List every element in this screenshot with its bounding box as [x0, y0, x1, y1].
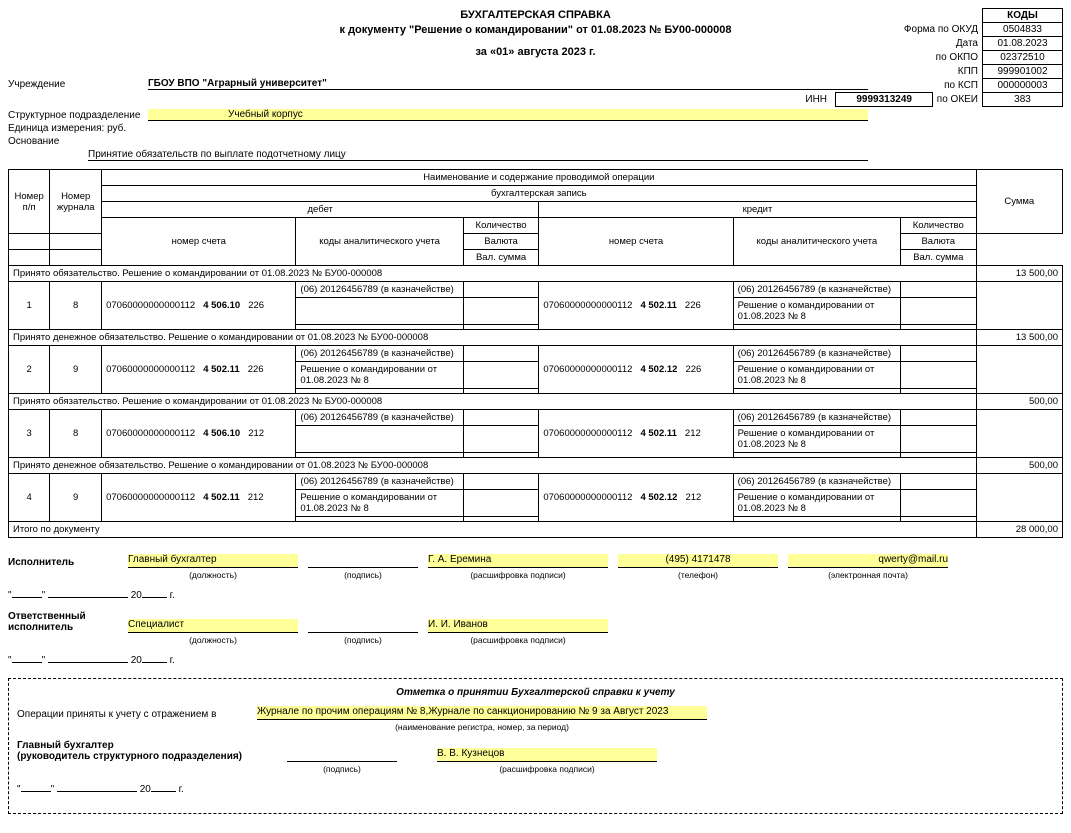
cap-name-1: (расшифровка подписи): [428, 570, 608, 580]
th-kredit: кредит: [539, 202, 976, 218]
cap-post-1: (должность): [128, 570, 298, 580]
otv-post: Специалист: [128, 619, 298, 633]
cap-sign-1: (подпись): [308, 570, 418, 580]
th-k-ns: номер счета: [539, 218, 733, 266]
okpo-label: по ОКПО: [898, 51, 983, 65]
th-summa: Сумма: [976, 170, 1062, 234]
osnov-val: Принятие обязательств по выплате подотче…: [88, 149, 868, 161]
kpp-label: КПП: [898, 65, 983, 79]
codes-box: КОДЫ Форма по ОКУД0504833 Дата01.08.2023…: [898, 8, 1063, 107]
ksp-label: по КСП: [898, 79, 983, 93]
osnov-label: Основание: [8, 136, 148, 147]
main-table: Номер п/п Номер журнала Наименование и с…: [8, 169, 1063, 538]
gb-label: Главный бухгалтер: [17, 740, 277, 751]
th-k-vs: Вал. сумма: [901, 250, 977, 266]
q6: ": [51, 784, 55, 795]
okud-val: 0504833: [983, 23, 1063, 37]
gb-name: В. В. Кузнецов: [437, 748, 657, 762]
cap-sign-2: (подпись): [308, 635, 418, 645]
cap-email: (электронная почта): [788, 570, 948, 580]
y20-1: 20: [131, 590, 142, 601]
gb-sub: (руководитель структурного подразделения…: [17, 751, 277, 762]
okpo-val: 02372510: [983, 51, 1063, 65]
q4: ": [42, 655, 46, 666]
th-k-val: Валюта: [901, 234, 977, 250]
th-d-kol: Количество: [463, 218, 539, 234]
gb-sign: [287, 748, 397, 762]
accept-l1-val: Журнале по прочим операциям № 8,Журнале …: [257, 706, 707, 720]
isp-name: Г. А. Еремина: [428, 554, 608, 568]
okei-label: по ОКЕИ: [898, 93, 983, 107]
th-d-vs: Вал. сумма: [463, 250, 539, 266]
date-val: 01.08.2023: [983, 37, 1063, 51]
struct-val: Учебный корпус: [148, 109, 868, 121]
inn-label: ИНН: [805, 94, 827, 105]
isp-phone: (495) 4171478: [618, 554, 778, 568]
y20-2: 20: [131, 655, 142, 666]
y20-3: 20: [140, 784, 151, 795]
unit-label: Единица измерения: руб.: [8, 123, 1063, 134]
ksp-val: 000000003: [983, 79, 1063, 93]
cap-phone: (телефон): [618, 570, 778, 580]
yg-3: г.: [179, 784, 184, 795]
q2: ": [42, 590, 46, 601]
cap-post-2: (должность): [128, 635, 298, 645]
th-zapis: бухгалтерская запись: [102, 186, 976, 202]
th-debet: дебет: [102, 202, 539, 218]
otv-name: И. И. Иванов: [428, 619, 608, 633]
th-d-kau: коды аналитического учета: [296, 218, 463, 266]
isp-email: qwerty@mail.ru: [788, 554, 948, 568]
th-np: Номер п/п: [9, 170, 50, 234]
uchr-label: Учреждение: [8, 79, 148, 90]
otv-sign: [308, 619, 418, 633]
th-d-ns: номер счета: [102, 218, 296, 266]
th-k-kau: коды аналитического учета: [733, 218, 900, 266]
okei-val: 383: [983, 93, 1063, 107]
otv-label: Ответственный исполнитель: [8, 611, 118, 633]
yg-2: г.: [170, 655, 175, 666]
date-label: Дата: [898, 37, 983, 51]
accept-l1-label: Операции приняты к учету с отражением в: [17, 709, 247, 720]
yg-1: г.: [170, 590, 175, 601]
th-k-kol: Количество: [901, 218, 977, 234]
isp-label: Исполнитель: [8, 557, 118, 568]
accept-title: Отметка о принятии Бухгалтерской справки…: [17, 687, 1054, 698]
kpp-val: 999901002: [983, 65, 1063, 79]
th-nj: Номер журнала: [50, 170, 102, 234]
codes-header: КОДЫ: [983, 9, 1063, 23]
uchr-val: ГБОУ ВПО "Аграрный университет": [148, 78, 868, 90]
cap-sign-3: (подпись): [287, 764, 397, 774]
isp-sign: [308, 554, 418, 568]
isp-post: Главный бухгалтер: [128, 554, 298, 568]
th-d-val: Валюта: [463, 234, 539, 250]
okud-label: Форма по ОКУД: [898, 23, 983, 37]
accept-cap-reg: (наименование регистра, номер, за период…: [257, 722, 707, 732]
cap-name-3: (расшифровка подписи): [437, 764, 657, 774]
struct-label: Структурное подразделение: [8, 110, 148, 121]
cap-name-2: (расшифровка подписи): [428, 635, 608, 645]
th-naim: Наименование и содержание проводимой опе…: [102, 170, 976, 186]
